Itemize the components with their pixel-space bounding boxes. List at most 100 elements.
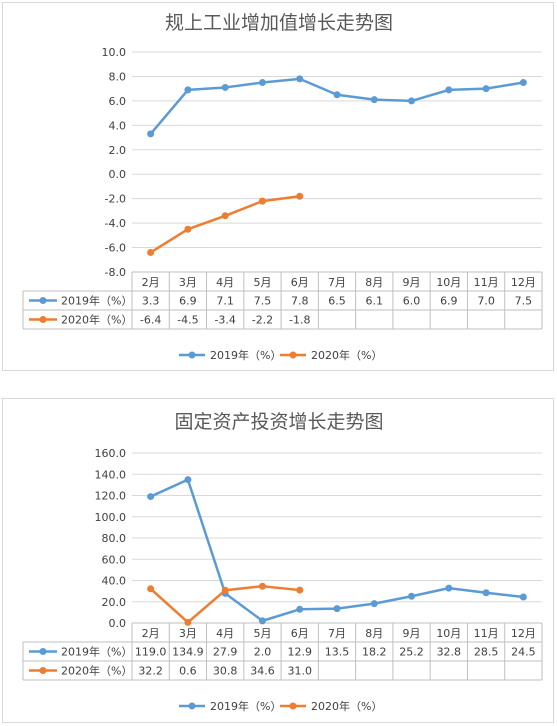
data-point xyxy=(370,96,378,104)
table-series-name: 2020年（%） xyxy=(61,664,132,678)
table-value-cell: 28.5 xyxy=(474,646,499,659)
y-tick-label: 160.0 xyxy=(95,447,127,460)
data-point xyxy=(258,582,266,590)
y-tick-label: 140.0 xyxy=(95,468,127,481)
table-value-cell: 6.9 xyxy=(179,295,197,308)
table-series-key-marker xyxy=(39,648,47,655)
legend-key-marker xyxy=(289,351,297,359)
y-tick-label: -8.0 xyxy=(105,266,126,279)
legend-key-marker xyxy=(188,702,196,710)
data-point xyxy=(221,586,229,594)
x-category-label: 9月 xyxy=(403,276,421,289)
chart-title: 规上工业增加值增长走势图 xyxy=(165,12,393,34)
data-point xyxy=(445,86,453,94)
x-category-label: 4月 xyxy=(216,627,234,640)
table-value-cell: 32.8 xyxy=(437,646,462,659)
table-value-cell: 25.2 xyxy=(399,646,424,659)
table-value-cell: 24.5 xyxy=(511,646,536,659)
y-tick-label: -4.0 xyxy=(105,217,126,230)
data-point xyxy=(258,197,266,205)
table-value-cell: 0.6 xyxy=(179,665,197,678)
y-tick-label: 80.0 xyxy=(102,532,127,545)
table-value-cell: -6.4 xyxy=(140,314,161,327)
x-category-label: 12月 xyxy=(511,276,536,289)
x-category-label: 11月 xyxy=(474,276,499,289)
y-tick-label: 8.0 xyxy=(109,70,127,83)
chart-title: 固定资产投资增长走势图 xyxy=(174,411,383,433)
chart-industrial-value-added: 规上工业增加值增长走势图 -8.0 -6.0 -4.0 -2.0 0.0 2.0 4.0 6.0… xyxy=(22,12,543,362)
y-tick-label: 60.0 xyxy=(102,553,127,566)
data-point xyxy=(482,589,490,597)
data-point xyxy=(333,91,341,99)
table-value-cell: 7.8 xyxy=(291,295,309,308)
data-point xyxy=(258,617,266,625)
data-point xyxy=(296,75,304,83)
table-value-cell: 6.5 xyxy=(328,295,346,308)
data-point xyxy=(408,97,416,105)
x-category-label: 10月 xyxy=(436,627,461,640)
x-category-label: 8月 xyxy=(365,276,383,289)
y-tick-label: 120.0 xyxy=(95,490,127,503)
y-tick-label: 4.0 xyxy=(109,119,127,132)
table-value-cell: 2.0 xyxy=(254,646,272,659)
data-point xyxy=(333,605,341,613)
data-point xyxy=(184,618,192,626)
data-point xyxy=(482,85,490,93)
data-point xyxy=(370,600,378,608)
table-value-cell: 119.0 xyxy=(135,646,167,659)
table-value-cell: -3.4 xyxy=(214,314,235,327)
y-tick-label: 20.0 xyxy=(102,596,127,609)
table-value-cell: 12.9 xyxy=(287,646,312,659)
table-value-cell: 18.2 xyxy=(362,646,387,659)
x-category-label: 8月 xyxy=(365,627,383,640)
data-point xyxy=(408,592,416,600)
table-value-cell: 7.0 xyxy=(477,295,495,308)
data-point xyxy=(147,585,155,593)
table-value-cell: 13.5 xyxy=(325,646,350,659)
x-category-label: 10月 xyxy=(436,276,461,289)
data-point xyxy=(258,79,266,87)
x-category-label: 3月 xyxy=(179,627,197,640)
table-value-cell: 7.1 xyxy=(216,295,234,308)
x-category-label: 11月 xyxy=(474,627,499,640)
data-point xyxy=(296,586,304,594)
series-line xyxy=(149,194,300,254)
data-point xyxy=(221,83,229,91)
table-series-name: 2019年（%） xyxy=(61,645,132,659)
data-point xyxy=(184,225,192,233)
x-category-label: 7月 xyxy=(328,276,346,289)
table-series-name: 2020年（%） xyxy=(61,313,132,327)
table-value-cell: -4.5 xyxy=(177,314,198,327)
table-series-key-marker xyxy=(39,297,47,304)
data-point xyxy=(519,79,527,87)
y-tick-label: 2.0 xyxy=(109,144,127,157)
table-value-cell: 30.8 xyxy=(213,665,238,678)
data-point xyxy=(445,584,453,592)
legend-label: 2020年（%） xyxy=(311,699,382,713)
table-value-cell: 7.5 xyxy=(254,295,272,308)
x-category-label: 6月 xyxy=(291,276,309,289)
table-value-cell: 7.5 xyxy=(515,295,533,308)
table-value-cell: -1.8 xyxy=(289,314,310,327)
y-tick-label: 40.0 xyxy=(102,575,127,588)
x-category-label: 7月 xyxy=(328,627,346,640)
table-value-cell: 6.1 xyxy=(366,295,384,308)
x-category-label: 3月 xyxy=(179,276,197,289)
legend-label: 2019年（%） xyxy=(210,699,281,713)
y-tick-label: -2.0 xyxy=(105,193,126,206)
data-point xyxy=(221,212,229,220)
chart-fixed-asset-investment: 固定资产投资增长走势图 0.0 20.0 40.0 60.0 80.0 100.0 120.0… xyxy=(22,411,543,713)
data-point xyxy=(184,86,192,94)
table-value-cell: 27.9 xyxy=(213,646,238,659)
y-tick-label: 100.0 xyxy=(95,511,127,524)
table-value-cell: 3.3 xyxy=(142,295,160,308)
x-category-label: 2月 xyxy=(142,627,160,640)
legend-label: 2020年（%） xyxy=(311,348,382,362)
data-point xyxy=(147,493,155,501)
chart-panel-fixed-asset: 固定资产投资增长走势图 0.0 20.0 40.0 60.0 80.0 100.0 120.0… xyxy=(2,398,554,723)
table-series-name: 2019年（%） xyxy=(61,294,132,308)
y-tick-label: -6.0 xyxy=(105,242,126,255)
table-value-cell: 6.0 xyxy=(403,295,421,308)
data-point xyxy=(296,192,304,200)
table-series-key-marker xyxy=(39,667,47,674)
